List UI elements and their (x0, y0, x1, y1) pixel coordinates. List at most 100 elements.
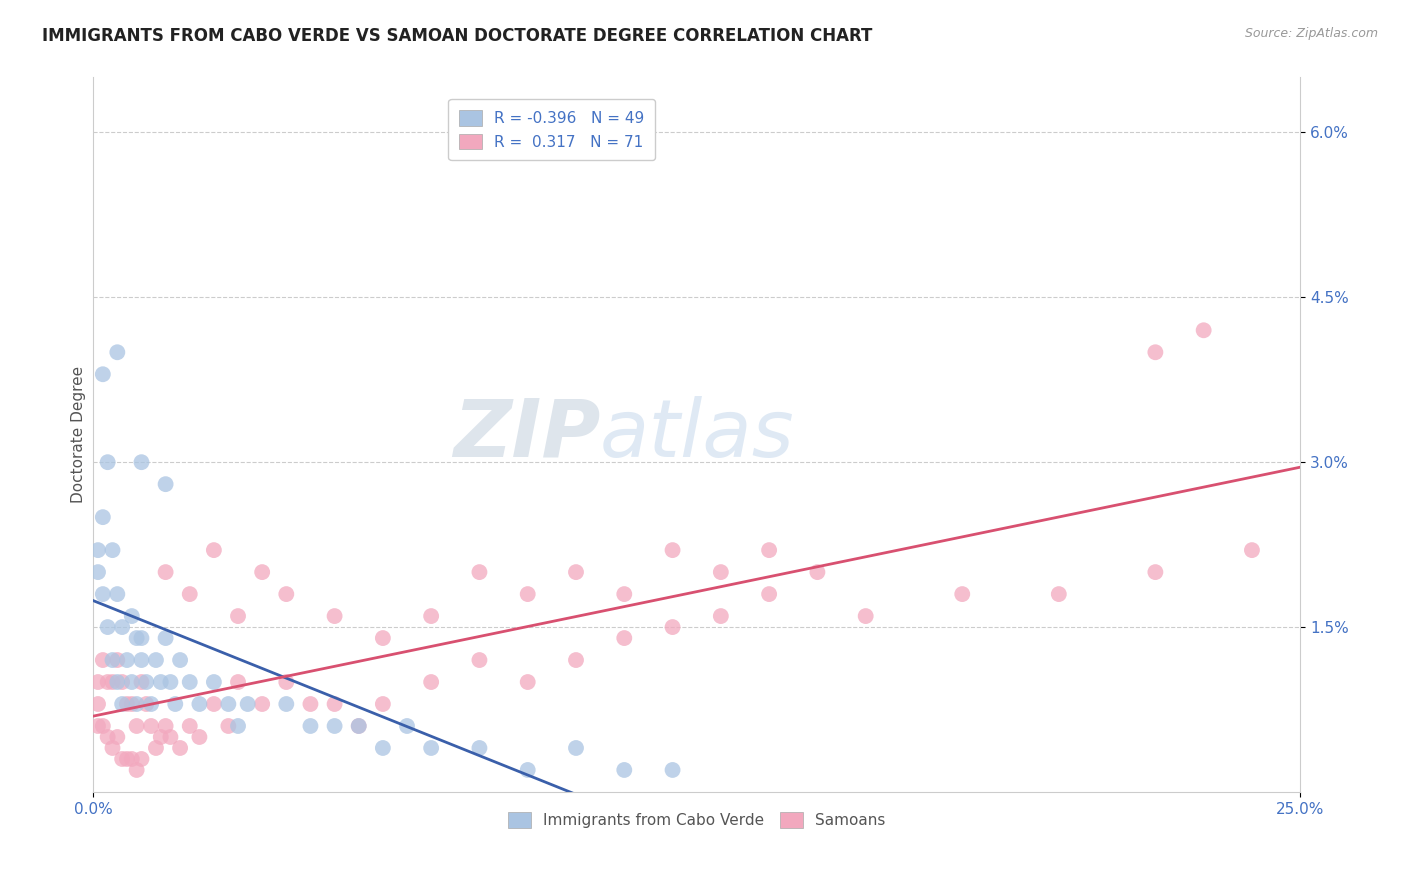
Point (226, 675, 249, 690)
Point (299, 697, 322, 711)
Point (276, 587, 298, 601)
Point (758, 543, 780, 558)
Point (87, 565, 110, 579)
Point (516, 675, 538, 690)
Point (420, 741, 443, 756)
Point (155, 631, 177, 645)
Point (97, 455, 120, 469)
Point (179, 719, 201, 733)
Point (516, 587, 538, 601)
Point (179, 587, 201, 601)
Point (276, 675, 298, 690)
Point (131, 675, 153, 690)
Text: atlas: atlas (600, 396, 794, 474)
Point (188, 697, 211, 711)
Point (101, 741, 124, 756)
Point (758, 587, 780, 601)
Point (565, 565, 588, 579)
Point (710, 565, 733, 579)
Point (371, 741, 394, 756)
Legend: Immigrants from Cabo Verde, Samoans: Immigrants from Cabo Verde, Samoans (502, 806, 891, 834)
Point (169, 653, 191, 667)
Point (131, 631, 153, 645)
Point (155, 565, 177, 579)
Point (236, 697, 259, 711)
Point (125, 697, 148, 711)
Point (131, 455, 153, 469)
Point (115, 752, 138, 766)
Point (87, 543, 110, 558)
Point (1144, 565, 1167, 579)
Point (111, 675, 134, 690)
Point (661, 543, 683, 558)
Point (111, 752, 134, 766)
Point (87, 697, 110, 711)
Point (420, 675, 443, 690)
Point (347, 719, 370, 733)
Point (105, 587, 128, 601)
Point (806, 565, 828, 579)
Point (1192, 323, 1215, 337)
Point (97, 730, 120, 744)
Point (613, 631, 636, 645)
Point (125, 763, 148, 777)
Point (125, 631, 148, 645)
Point (155, 719, 177, 733)
Point (131, 653, 153, 667)
Point (101, 675, 124, 690)
Point (468, 653, 491, 667)
Point (101, 653, 124, 667)
Point (131, 752, 153, 766)
Point (155, 477, 177, 491)
Point (565, 741, 588, 756)
Point (468, 565, 491, 579)
Point (97, 620, 120, 634)
Point (97, 675, 120, 690)
Point (149, 675, 172, 690)
Point (217, 719, 239, 733)
Point (91, 368, 114, 382)
Point (1144, 345, 1167, 359)
Point (661, 763, 683, 777)
Point (105, 730, 128, 744)
Point (323, 719, 346, 733)
Text: IMMIGRANTS FROM CABO VERDE VS SAMOAN DOCTORATE DEGREE CORRELATION CHART: IMMIGRANTS FROM CABO VERDE VS SAMOAN DOC… (42, 27, 873, 45)
Point (226, 609, 249, 624)
Point (468, 741, 491, 756)
Point (516, 763, 538, 777)
Point (139, 719, 162, 733)
Point (565, 653, 588, 667)
Point (420, 609, 443, 624)
Point (111, 620, 134, 634)
Point (276, 697, 298, 711)
Point (121, 697, 143, 711)
Point (105, 675, 128, 690)
Point (121, 752, 143, 766)
Point (91, 653, 114, 667)
Point (165, 697, 187, 711)
Y-axis label: Doctorate Degree: Doctorate Degree (72, 366, 86, 503)
Point (91, 587, 114, 601)
Point (145, 741, 167, 756)
Point (115, 653, 138, 667)
Point (395, 719, 418, 733)
Point (87, 675, 110, 690)
Point (125, 719, 148, 733)
Point (710, 609, 733, 624)
Point (87, 719, 110, 733)
Point (145, 653, 167, 667)
Point (91, 719, 114, 733)
Point (135, 675, 157, 690)
Point (613, 763, 636, 777)
Point (202, 543, 225, 558)
Point (217, 697, 239, 711)
Point (101, 543, 124, 558)
Point (135, 697, 157, 711)
Point (347, 719, 370, 733)
Text: Source: ZipAtlas.com: Source: ZipAtlas.com (1244, 27, 1378, 40)
Point (1047, 587, 1070, 601)
Point (179, 675, 201, 690)
Point (299, 719, 322, 733)
Point (159, 730, 181, 744)
Point (371, 697, 394, 711)
